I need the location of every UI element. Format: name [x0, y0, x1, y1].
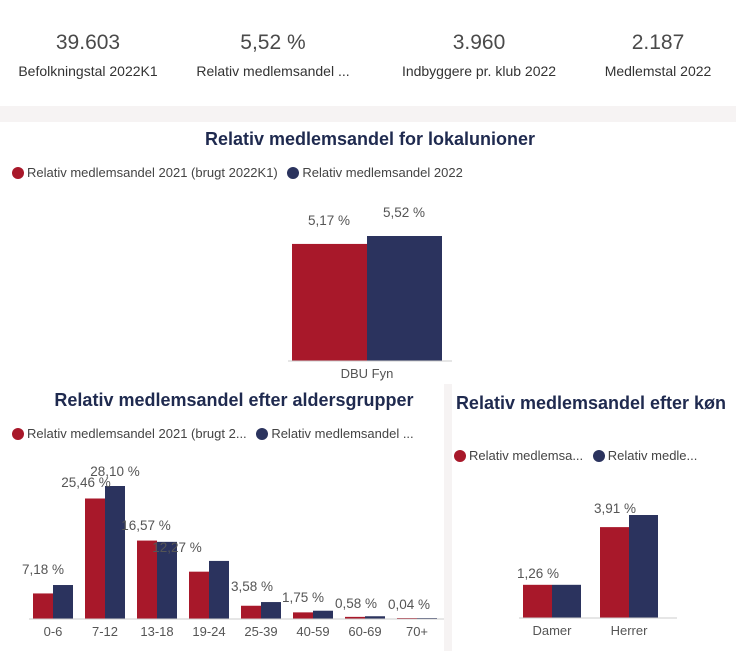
legend-item-2021[interactable]: Relativ medlemsandel 2021 (brugt 2022K1) — [12, 165, 278, 180]
gender-panel: Relativ medlemsandel efter køn Relativ m… — [452, 384, 736, 651]
legend-item-2022[interactable]: Relativ medlemsandel 2022 — [287, 165, 463, 180]
local-union-panel: Relativ medlemsandel for lokalunioner Re… — [0, 122, 736, 384]
data-label: 0,58 % — [335, 596, 377, 611]
bar-DBU Fyn-series-1[interactable] — [292, 243, 367, 361]
legend-dot-2022 — [287, 166, 300, 179]
legend-dot-2021 — [12, 427, 24, 440]
kpi-value: 5,52 % — [240, 31, 306, 54]
data-label: 28,10 % — [90, 464, 140, 479]
data-label: 3,58 % — [231, 579, 273, 594]
chart-legend: Relativ medlemsandel 2021 (brugt 2022K1)… — [12, 165, 469, 182]
bar-40-59-series-2[interactable] — [313, 610, 333, 619]
data-label: 1,26 % — [517, 566, 559, 581]
bar-40-59-series-1[interactable] — [293, 612, 313, 619]
legend-label: Relativ medlemsa... — [469, 448, 584, 463]
chart-legend: Relativ medlemsa... Relativ medle... — [454, 448, 703, 465]
data-label: 7,18 % — [22, 562, 64, 577]
bar-Herrer-series-1[interactable] — [600, 527, 629, 618]
kpi-value: 39.603 — [55, 31, 121, 54]
bar-60-69-series-1[interactable] — [345, 616, 365, 619]
kpi-label: Indbyggere pr. klub 2022 — [401, 63, 557, 79]
kpi-inhabitants-per-club[interactable]: 3.960 Indbyggere pr. klub 2022 — [385, 30, 573, 79]
chart-legend: Relativ medlemsandel 2021 (brugt 2... Re… — [12, 426, 420, 443]
chart-title: Relativ medlemsandel for lokalunioner — [204, 129, 536, 149]
bar-DBU Fyn-series-2[interactable] — [367, 236, 442, 361]
x-tick-label: Damer — [532, 623, 572, 638]
legend-label: Relativ medlemsandel 2022 — [302, 165, 463, 180]
x-tick-label: 60-69 — [348, 624, 381, 639]
kpi-label: Medlemstal 2022 — [604, 63, 712, 79]
x-tick-label: Herrer — [611, 623, 649, 638]
bar-Damer-series-2[interactable] — [552, 584, 581, 618]
legend-item-2021[interactable]: Relativ medlemsa... — [454, 448, 583, 463]
bar-0-6-series-1[interactable] — [33, 593, 53, 619]
legend-label: Relativ medlemsandel 2021 (brugt 2022K1) — [27, 165, 278, 180]
legend-dot-2022 — [256, 427, 269, 440]
x-tick-label: 70+ — [406, 624, 428, 639]
data-label: 5,17 % — [308, 213, 350, 228]
bar-Herrer-series-2[interactable] — [629, 515, 658, 618]
bar-19-24-series-2[interactable] — [209, 560, 229, 619]
x-tick-label: 19-24 — [192, 624, 225, 639]
x-tick-label: DBU Fyn — [341, 366, 394, 381]
age-group-panel: Relativ medlemsandel efter aldersgrupper… — [0, 384, 444, 651]
kpi-label: Relativ medlemsandel ... — [196, 63, 350, 79]
bar-13-18-series-1[interactable] — [137, 540, 157, 619]
bar-13-18-series-2[interactable] — [157, 541, 177, 619]
chart-title: Relativ medlemsandel efter køn — [455, 393, 727, 413]
data-label: 3,91 % — [594, 501, 636, 516]
kpi-value: 2.187 — [631, 31, 685, 54]
bar-25-39-series-2[interactable] — [261, 602, 281, 619]
kpi-label: Befolkningstal 2022K1 — [18, 63, 158, 79]
age-group-bar-chart: 0-6 7-12 13-18 19-24 25-39 40-59 60-69 70+ 7,18 … — [22, 464, 444, 639]
legend-label: Relativ medlemsandel ... — [271, 426, 414, 441]
bar-7-12-series-2[interactable] — [105, 486, 125, 619]
x-tick-label: 7-12 — [92, 624, 118, 639]
bar-19-24-series-1[interactable] — [189, 571, 209, 619]
x-tick-label: 0-6 — [44, 624, 63, 639]
x-tick-label: 40-59 — [296, 624, 329, 639]
data-label: 16,57 % — [121, 518, 171, 533]
gender-bar-chart: Damer Herrer 1,26 % 3,91 % — [517, 501, 677, 638]
legend-label: Relativ medlemsandel 2021 (brugt 2... — [27, 426, 247, 441]
bar-25-39-series-1[interactable] — [241, 605, 261, 619]
bar-0-6-series-2[interactable] — [53, 585, 73, 619]
legend-item-2022[interactable]: Relativ medlemsandel ... — [256, 426, 414, 441]
legend-dot-2021 — [454, 449, 466, 462]
legend-item-2022[interactable]: Relativ medle... — [592, 448, 698, 463]
bar-Damer-series-1[interactable] — [523, 584, 552, 618]
kpi-value: 3.960 — [452, 31, 506, 54]
x-tick-label: 25-39 — [244, 624, 277, 639]
bar-7-12-series-1[interactable] — [85, 498, 105, 619]
legend-item-2021[interactable]: Relativ medlemsandel 2021 (brugt 2... — [12, 426, 247, 441]
legend-dot-2021 — [12, 166, 24, 179]
kpi-relative-share[interactable]: 5,52 % Relativ medlemsandel ... — [184, 30, 362, 79]
data-label: 25,46 % — [61, 475, 111, 490]
data-label: 0,04 % — [388, 597, 430, 612]
legend-dot-2022 — [592, 449, 605, 462]
kpi-band: 39.603 Befolkningstal 2022K1 5,52 % Rela… — [0, 0, 736, 106]
local-union-bar-chart: DBU Fyn 5,17 % 5,52 % — [288, 205, 452, 381]
x-tick-label: 13-18 — [140, 624, 173, 639]
chart-title: Relativ medlemsandel efter aldersgrupper — [54, 390, 414, 410]
data-label: 12,27 % — [152, 540, 202, 555]
kpi-population[interactable]: 39.603 Befolkningstal 2022K1 — [6, 30, 170, 79]
kpi-members[interactable]: 2.187 Medlemstal 2022 — [590, 30, 726, 79]
data-label: 5,52 % — [383, 205, 425, 220]
data-label: 1,75 % — [282, 590, 324, 605]
bar-60-69-series-2[interactable] — [365, 616, 385, 619]
legend-label: Relativ medle... — [607, 448, 698, 463]
